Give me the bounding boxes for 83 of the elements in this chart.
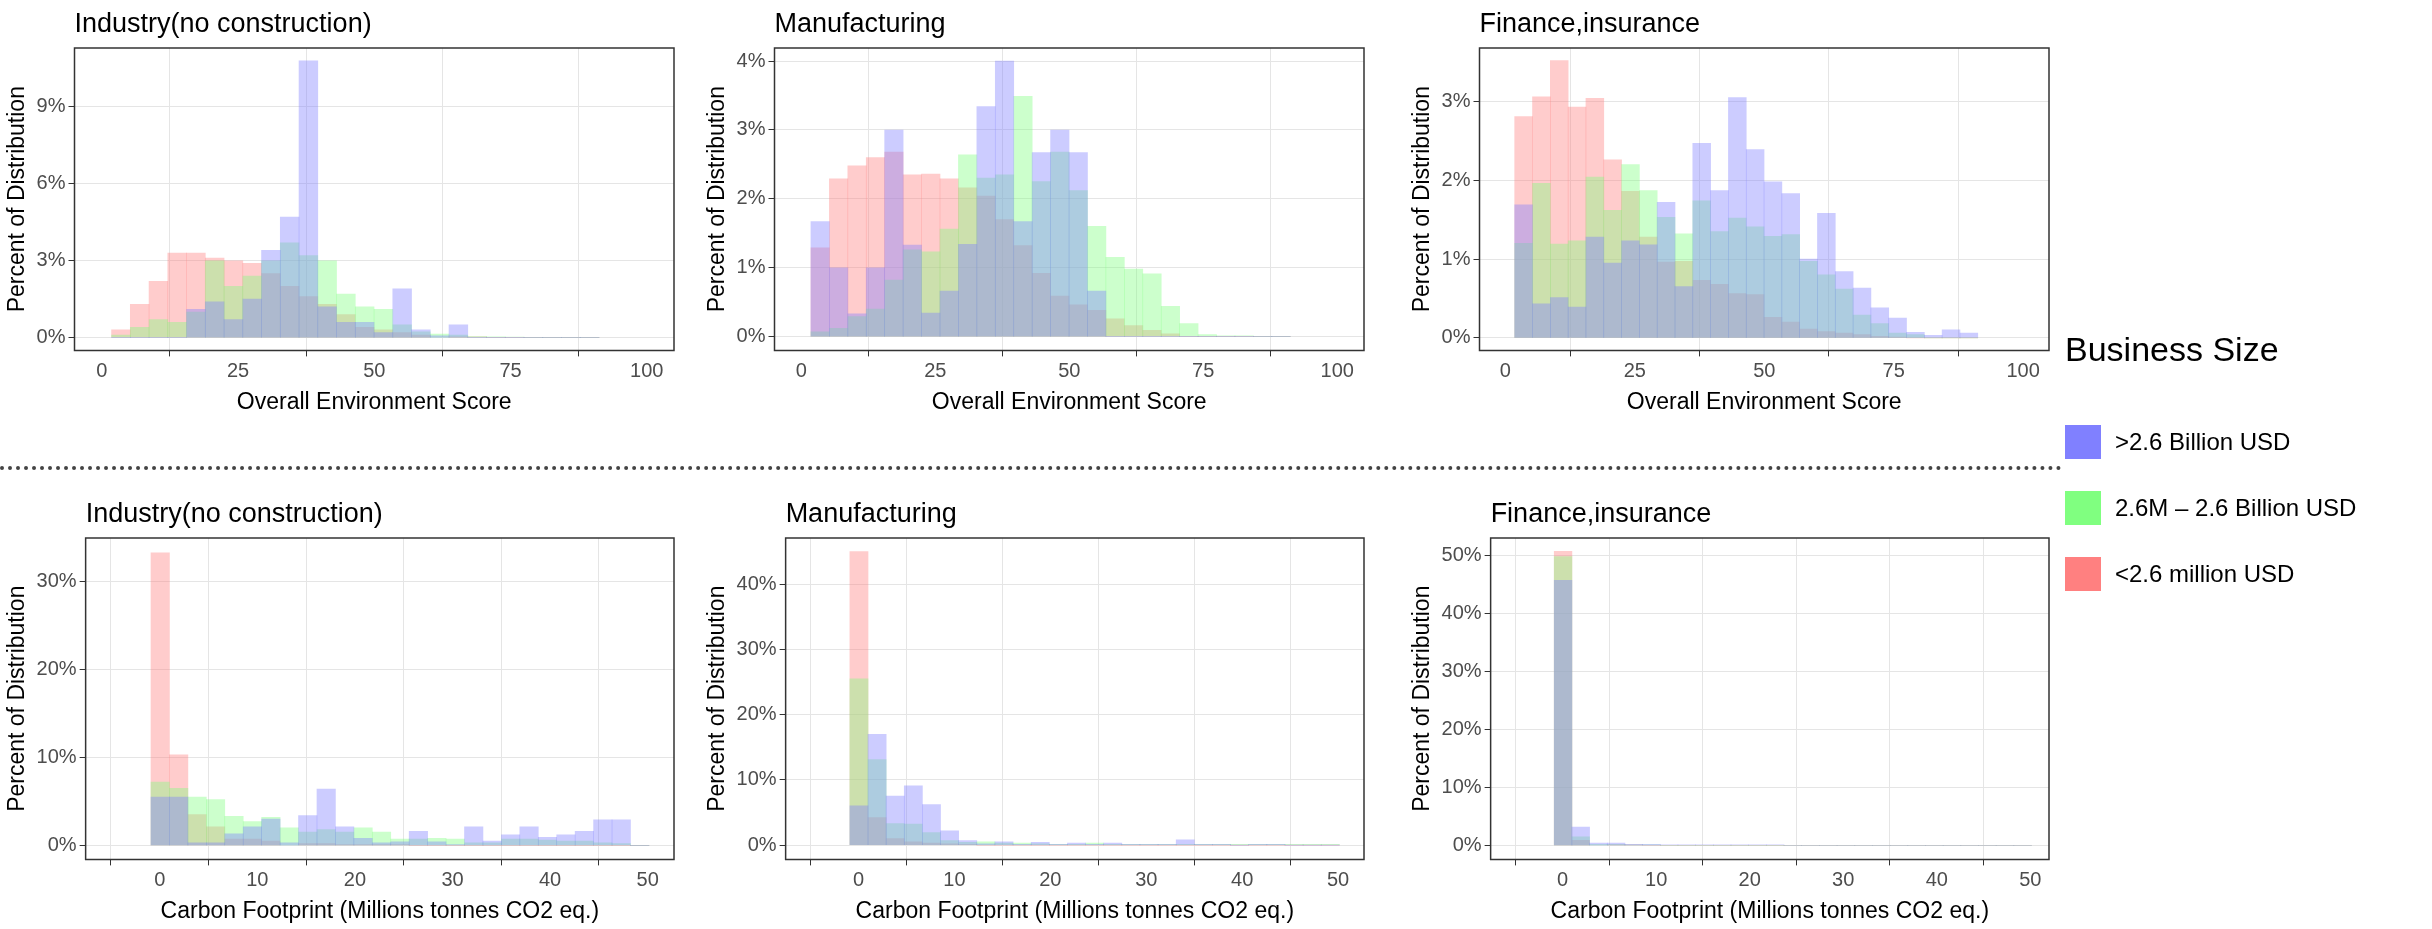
x-tick-label: 50 [363, 358, 386, 381]
y-tick-label: 0% [36, 325, 66, 348]
legend-label: >2.6 Billion USD [2115, 428, 2291, 456]
y-axis-title: Percent of Distribution [703, 585, 730, 812]
chart-title: Manufacturing [785, 497, 957, 528]
x-axis-title: Carbon Footprint (Millions tonnes CO2 eq.) [160, 896, 600, 923]
x-tick-label: 25 [226, 358, 250, 381]
chart-title: Finance,insurance [1479, 7, 1701, 38]
y-tick-label: 0% [736, 324, 766, 347]
y-tick-label: 10% [1441, 775, 1482, 798]
y-axis-title: Percent of Distribution [3, 86, 30, 313]
y-axis-title: Percent of Distribution [3, 585, 30, 812]
y-tick-label: 0% [747, 832, 777, 855]
y-axis-title: Percent of Distribution [1408, 585, 1435, 812]
x-tick-label: 30 [1832, 867, 1855, 890]
y-tick-label: 0% [1441, 325, 1471, 348]
x-tick-label: 10 [1645, 867, 1668, 890]
legend-label: 2.6M – 2.6 Billion USD [2115, 494, 2357, 522]
y-tick-label: 50% [1441, 543, 1482, 566]
x-tick-label: 50 [1753, 358, 1776, 381]
chart-title: Finance,insurance [1490, 497, 1712, 528]
x-tick-label: 75 [499, 358, 522, 381]
y-tick-label: 1% [1441, 246, 1471, 269]
x-tick-label: 40 [1925, 867, 1948, 890]
y-axis-title: Percent of Distribution [703, 86, 730, 313]
y-tick-label: 4% [736, 48, 766, 71]
y-tick-label: 3% [1441, 89, 1471, 112]
legend-label: <2.6 million USD [2115, 560, 2295, 588]
y-axis-title: Percent of Distribution [1408, 86, 1435, 313]
y-tick-label: 10% [736, 767, 777, 790]
x-tick-label: 10 [246, 867, 269, 890]
y-tick-label: 0% [1452, 833, 1482, 856]
chart-title: Industry(no construction) [74, 7, 372, 38]
x-tick-label: 30 [1135, 867, 1158, 890]
y-tick-label: 30% [1441, 659, 1482, 682]
y-tick-label: 2% [1441, 167, 1471, 190]
x-axis-title: Carbon Footprint (Millions tonnes CO2 eq.) [1550, 896, 1990, 923]
x-tick-label: 50 [636, 867, 659, 890]
x-axis-title: Overall Environment Score [236, 387, 512, 414]
x-tick-label: 30 [441, 867, 464, 890]
y-tick-label: 6% [36, 171, 66, 194]
y-tick-label: 40% [736, 571, 777, 594]
x-tick-label: 25 [924, 358, 947, 381]
x-tick-label: 75 [1192, 358, 1215, 381]
chart-title: Industry(no construction) [85, 497, 383, 528]
chart-title: Manufacturing [774, 7, 946, 38]
y-tick-label: 30% [36, 569, 77, 592]
x-tick-label: 0 [1499, 358, 1511, 381]
y-tick-label: 20% [1441, 717, 1482, 740]
y-tick-label: 3% [36, 248, 66, 271]
y-tick-label: 2% [736, 186, 766, 209]
y-tick-label: 3% [736, 117, 766, 140]
x-tick-label: 75 [1882, 358, 1905, 381]
x-tick-label: 20 [1039, 867, 1062, 890]
x-tick-label: 0 [154, 867, 166, 890]
y-tick-label: 40% [1441, 601, 1482, 624]
y-tick-label: 30% [736, 637, 777, 659]
y-tick-label: 1% [736, 255, 766, 278]
x-tick-label: 100 [2006, 358, 2040, 381]
x-tick-label: 100 [1320, 358, 1354, 381]
x-tick-label: 0 [795, 358, 807, 381]
x-tick-label: 40 [538, 867, 562, 890]
x-tick-label: 50 [1326, 867, 1350, 890]
x-tick-label: 25 [1623, 358, 1646, 381]
x-tick-label: 50 [2019, 867, 2042, 890]
x-tick-label: 10 [943, 867, 966, 890]
x-axis-title: Carbon Footprint (Millions tonnes CO2 eq.) [855, 896, 1295, 923]
y-tick-label: 10% [36, 745, 77, 768]
x-tick-label: 0 [1557, 867, 1569, 890]
x-axis-title: Overall Environment Score [931, 387, 1207, 414]
y-tick-label: 20% [36, 657, 77, 680]
x-tick-label: 50 [1058, 358, 1081, 381]
x-tick-label: 0 [852, 867, 865, 890]
x-tick-label: 20 [343, 867, 367, 890]
x-tick-label: 20 [1738, 867, 1761, 890]
y-tick-label: 0% [47, 832, 77, 855]
y-tick-label: 9% [36, 94, 66, 117]
x-tick-label: 100 [630, 358, 664, 381]
x-tick-label: 40 [1231, 867, 1254, 890]
y-tick-label: 20% [736, 702, 777, 725]
x-axis-title: Overall Environment Score [1626, 387, 1902, 414]
x-tick-label: 0 [96, 358, 108, 381]
legend-title: Business Size [2065, 330, 2280, 369]
